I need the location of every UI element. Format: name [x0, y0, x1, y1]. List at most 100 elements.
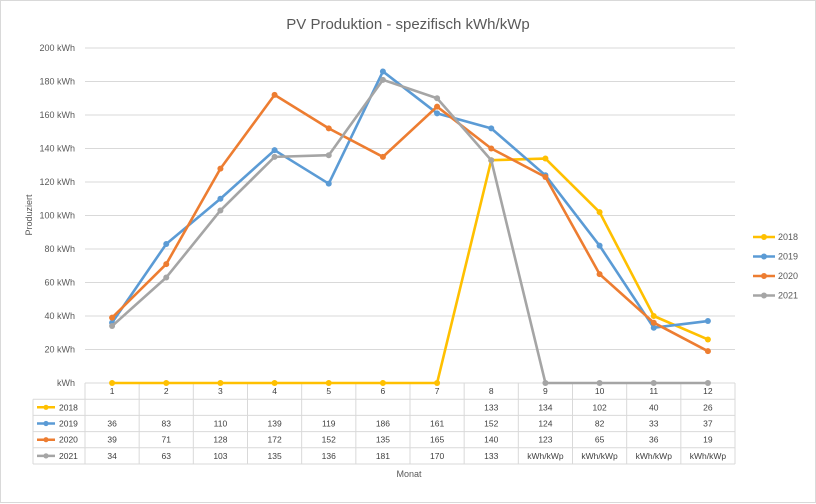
data-point [542, 155, 549, 162]
data-point [325, 125, 332, 132]
table-series-label: 2020 [59, 435, 78, 445]
y-tick-label: 100 kWh [39, 211, 75, 221]
x-tick-label: 6 [381, 386, 386, 396]
data-point [542, 380, 549, 386]
table-cell: 83 [162, 419, 172, 429]
data-point [163, 274, 170, 281]
table-legend-marker [43, 437, 49, 443]
x-tick-label: 4 [272, 386, 277, 396]
data-point [163, 261, 170, 268]
y-tick-label: 200 kWh [39, 43, 75, 53]
data-point [109, 314, 116, 321]
data-point [650, 319, 657, 326]
data-point [379, 76, 386, 83]
table-cell: 152 [484, 419, 498, 429]
legend-label: 2018 [778, 232, 798, 242]
table-cell: 172 [267, 435, 281, 445]
data-point [271, 91, 278, 98]
series-2018 [109, 155, 711, 386]
data-point [109, 380, 116, 386]
legend-label: 2021 [778, 291, 798, 301]
table-legend-marker [43, 404, 49, 410]
table-cell: 110 [214, 419, 228, 429]
table-cell: 186 [376, 419, 390, 429]
y-ticks: kWh 20 kWh 40 kWh 60 kWh 80 kWh 100 kWh 120 kW… [39, 43, 75, 388]
table-cell: 139 [267, 419, 281, 429]
x-tick-label: 1 [110, 386, 115, 396]
y-tick-label: 80 kWh [44, 244, 75, 254]
series-line [111, 70, 709, 330]
data-point [271, 153, 278, 160]
y-tick-label: 140 kWh [39, 144, 75, 154]
table-cell: 135 [376, 435, 390, 445]
table-cell: 161 [430, 419, 444, 429]
table-cell: 103 [213, 451, 227, 461]
data-point [650, 380, 657, 386]
table-cell: 123 [538, 435, 552, 445]
x-tick-label: 5 [326, 386, 331, 396]
series-2020 [109, 91, 711, 355]
table-cell: 181 [376, 451, 390, 461]
table-series-label: 2019 [59, 419, 78, 429]
y-tick-label: 160 kWh [39, 110, 75, 120]
table-cell: 170 [430, 451, 444, 461]
data-point [217, 165, 224, 172]
x-tick-label: 11 [649, 386, 658, 396]
x-tick-label: 2 [164, 386, 169, 396]
data-point [109, 323, 116, 330]
data-point [434, 380, 441, 386]
data-point [325, 152, 332, 159]
table-cell: 36 [649, 435, 659, 445]
x-tick-label: 7 [435, 386, 440, 396]
x-tick-label: 9 [543, 386, 548, 396]
data-point [596, 242, 603, 249]
table-cell: 128 [213, 435, 227, 445]
table-cell: 39 [107, 435, 117, 445]
data-point [596, 380, 603, 386]
table-cell: 37 [703, 419, 713, 429]
data-point [596, 271, 603, 278]
legend-marker [761, 234, 767, 240]
y-tick-label: 20 kWh [44, 345, 75, 355]
legend: 2018 2019 2020 2021 [753, 232, 798, 301]
table-cell: 82 [595, 419, 605, 429]
series-line [112, 157, 709, 385]
table-cell: 136 [322, 451, 336, 461]
table-cell: 124 [538, 419, 552, 429]
table-cell: 119 [322, 419, 336, 429]
table-series-label: 2021 [59, 451, 78, 461]
y-tick-label: 40 kWh [44, 311, 75, 321]
table-cell: 165 [430, 435, 444, 445]
y-axis-label: Produziert [24, 194, 34, 236]
table-cell: 26 [703, 402, 713, 412]
data-point [434, 103, 441, 110]
x-tick-label: 10 [595, 386, 605, 396]
x-tick-label: 3 [218, 386, 223, 396]
data-point [325, 380, 332, 386]
data-point [434, 95, 441, 102]
data-point [488, 157, 495, 164]
data-point [488, 125, 495, 132]
table-cell: 152 [322, 435, 336, 445]
legend-marker [761, 253, 767, 260]
series-line [111, 78, 708, 385]
series-2021 [109, 76, 711, 386]
table-cell: 140 [484, 435, 498, 445]
data-point [704, 318, 711, 325]
legend-label: 2019 [778, 252, 798, 262]
table-cell: 65 [595, 435, 605, 445]
series-line [111, 93, 709, 353]
table-cell: kWh/kWp [527, 451, 564, 461]
data-point [704, 348, 711, 355]
table-cell: 34 [107, 451, 117, 461]
data-point [271, 147, 278, 154]
table-cell: 19 [703, 435, 713, 445]
legend-marker [761, 292, 767, 299]
table-cell: 135 [267, 451, 281, 461]
table-legend-marker [43, 453, 49, 459]
data-point [217, 195, 224, 202]
series-lines [109, 68, 711, 386]
y-tick-label: 120 kWh [39, 177, 75, 187]
data-point [325, 180, 332, 187]
table-cell: 133 [484, 402, 498, 412]
